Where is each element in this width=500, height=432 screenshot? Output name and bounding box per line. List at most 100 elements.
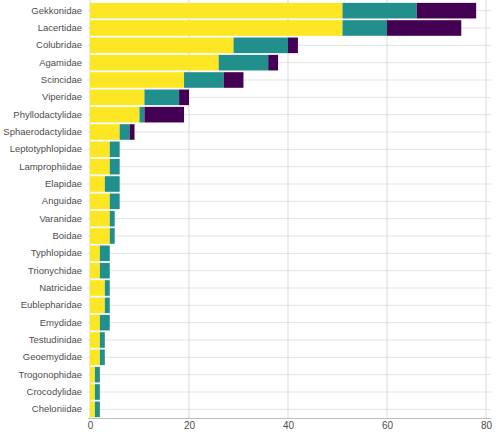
category-grid-line (88, 270, 492, 271)
chart: 0 20 40 60 80 Gekkonidae Lacertidae Colubridae A… (0, 0, 500, 432)
tick-label: Boidae (52, 230, 82, 241)
bar (95, 384, 100, 400)
bar (90, 315, 100, 331)
grid-line (387, 0, 388, 418)
category-grid-line (88, 253, 492, 254)
grid-line (486, 0, 487, 418)
bar (95, 367, 100, 383)
series (130, 3, 477, 140)
tick: Trogonophidae (18, 369, 86, 380)
bar (90, 142, 110, 158)
tick-label: Anguidae (42, 195, 82, 206)
tick: 80 (481, 418, 493, 431)
bar (99, 402, 100, 418)
bar (90, 107, 140, 123)
bar (105, 280, 110, 296)
bar (100, 350, 105, 366)
tick: Testudinidae (29, 334, 86, 345)
tick-label: 80 (481, 420, 493, 431)
category-grid-line (88, 132, 492, 133)
bar (90, 20, 342, 36)
tick-label: Lacertidae (38, 22, 82, 33)
category-grid-line (88, 392, 492, 393)
category-grid-line (88, 149, 492, 150)
tick-label: Natricidae (39, 282, 82, 293)
series (90, 3, 342, 417)
bar (90, 211, 110, 227)
bar (288, 38, 298, 54)
category-grid-line (88, 409, 492, 410)
tick-label: 40 (283, 420, 295, 431)
tick-label: 60 (382, 420, 394, 431)
tick: Natricidae (39, 282, 86, 293)
bar (144, 90, 179, 106)
tick-label: Eublepharidae (21, 299, 82, 310)
bar (119, 176, 120, 192)
bar (234, 38, 288, 54)
bar (144, 107, 184, 123)
tick: Emydidae (40, 317, 86, 328)
tick-label: Cheloniidae (32, 403, 82, 414)
bar (90, 280, 105, 296)
bar (110, 194, 120, 210)
bar (90, 367, 95, 383)
category-grid-line (88, 340, 492, 341)
bar (179, 90, 189, 106)
grid-line (288, 0, 289, 418)
bar (90, 90, 144, 106)
tick: Sphaerodactylidae (3, 126, 86, 137)
bar (219, 55, 269, 71)
tick-label: Crocodylidae (27, 386, 82, 397)
bar (110, 228, 115, 244)
tick-label: Gekkonidae (31, 5, 82, 16)
tick-label: Trionychidae (28, 265, 82, 276)
bar (90, 350, 100, 366)
tick-label: Varanidae (39, 213, 82, 224)
tick: Typhlopidae (31, 247, 86, 258)
tick: Colubridae (36, 39, 86, 50)
bar (110, 211, 115, 227)
tick: Geoemydidae (23, 351, 86, 362)
category-grid-line (88, 305, 492, 306)
bar (184, 72, 224, 88)
tick-label: 20 (184, 420, 196, 431)
bar (90, 384, 95, 400)
tick-label: 0 (88, 420, 94, 431)
category-grid-line (88, 184, 492, 185)
tick-label: Emydidae (40, 317, 82, 328)
bar (417, 3, 476, 19)
category-grid-line (88, 288, 492, 289)
tick-label: Leptotyphlopidae (10, 143, 82, 154)
bar (114, 228, 115, 244)
bar (109, 246, 110, 262)
bar (110, 159, 120, 175)
series (95, 3, 417, 417)
tick: 40 (283, 418, 295, 431)
bar (119, 142, 120, 158)
tick-label: Typhlopidae (31, 247, 82, 258)
bar (90, 263, 100, 279)
bar (105, 176, 120, 192)
category-grid-line (88, 374, 492, 375)
tick-label: Phyllodactylidae (13, 109, 82, 120)
tick-label: Testudinidae (29, 334, 82, 345)
tick: Lamprophiidae (19, 161, 86, 172)
bar (100, 246, 110, 262)
tick-label: Viperidae (42, 91, 82, 102)
tick: Eublepharidae (21, 299, 86, 310)
bar (90, 38, 234, 54)
bar (90, 402, 95, 418)
tick: Scincidae (41, 74, 86, 85)
bar (95, 402, 100, 418)
bar (100, 263, 110, 279)
bar (99, 367, 100, 383)
bar (90, 194, 110, 210)
bars (90, 3, 476, 417)
axis-line (88, 418, 492, 419)
bar (119, 194, 120, 210)
tick: Elapidae (45, 178, 86, 189)
category-grid-line (88, 201, 492, 202)
bar (109, 263, 110, 279)
grid (88, 0, 492, 418)
tick-label: Trogonophidae (18, 369, 82, 380)
